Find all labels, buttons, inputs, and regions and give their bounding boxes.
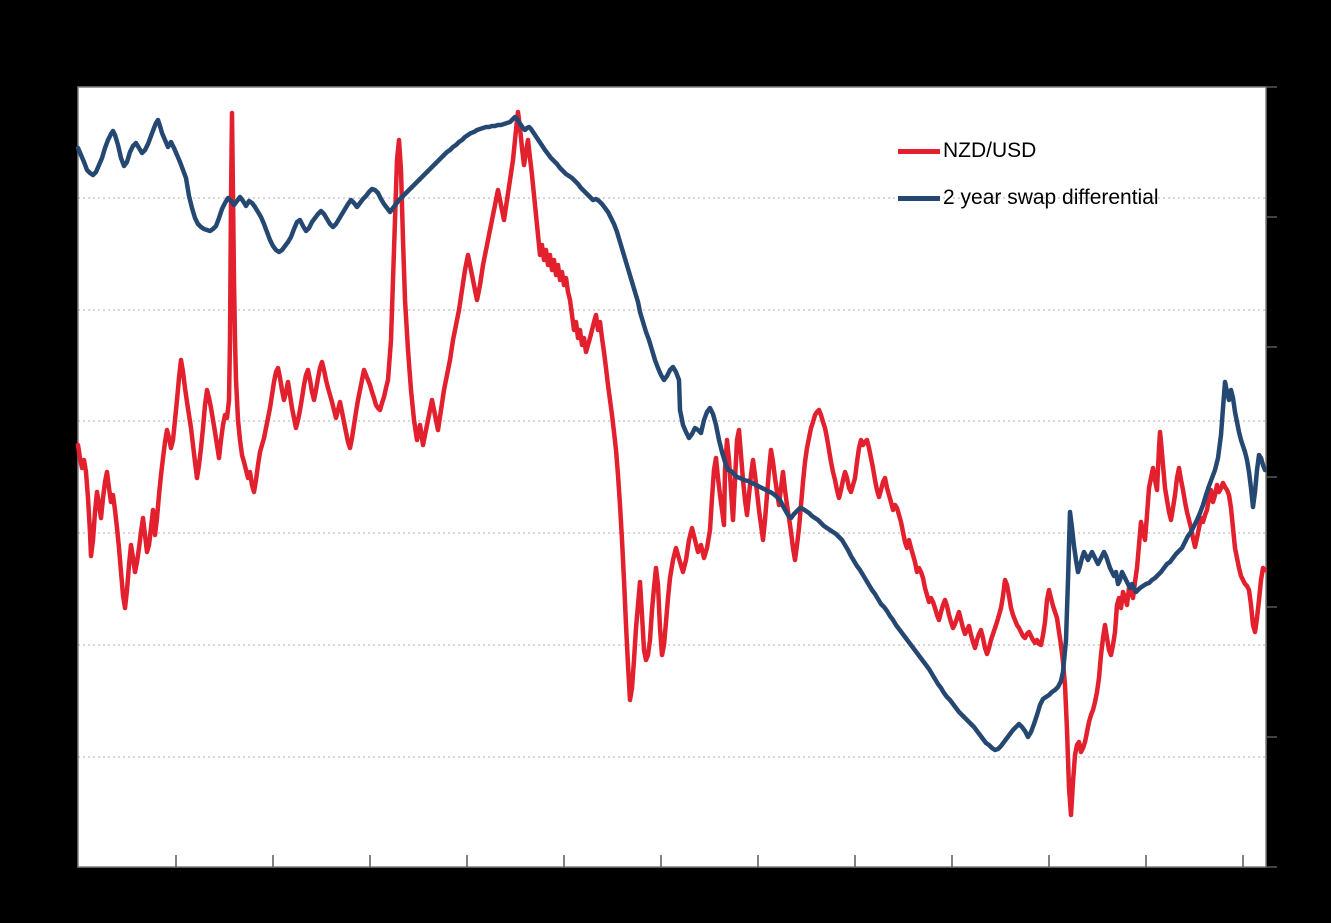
nzdusd-series-line <box>75 109 1268 818</box>
legend-item-swap-differential: 2 year swap differential <box>898 184 1159 212</box>
swap-differential-line-swatch <box>898 195 940 201</box>
legend-label-swap-differential: 2 year swap differential <box>943 186 1159 209</box>
swap-differential-series-line <box>75 114 1268 753</box>
nzdusd-line-swatch <box>898 148 940 154</box>
legend: NZD/USD 2 year swap differential <box>898 137 1159 231</box>
legend-item-nzdusd: NZD/USD <box>898 137 1159 165</box>
legend-label-nzdusd: NZD/USD <box>943 139 1037 162</box>
